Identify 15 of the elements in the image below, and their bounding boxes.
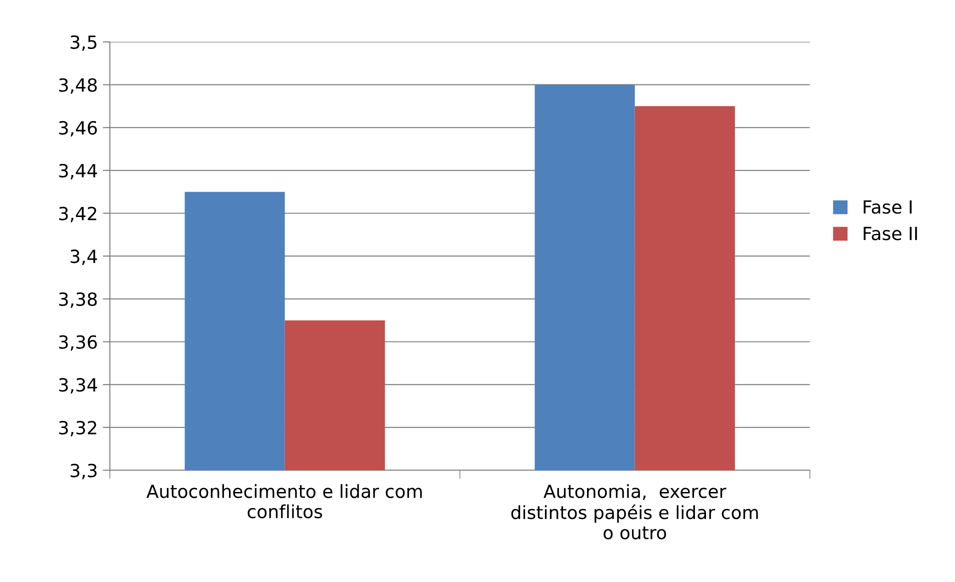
y-tick-label: 3,5 [70,35,96,51]
y-tick-label: 3,3 [70,464,97,480]
y-tick-label: 3,36 [59,335,97,351]
legend-label: Fase I [864,200,912,214]
y-tick-label: 3,34 [59,378,98,394]
y-tick-label: 3,42 [59,206,96,222]
y-tick-label: 3,46 [59,121,97,137]
legend-label: Fase II [864,226,917,240]
y-tick-label: 3,32 [59,420,96,436]
y-tick-label: 3,4 [70,250,98,266]
x-tick-label: Autonomia, exercer distintos papéis e lidar com o outro [511,484,758,540]
y-tick-label: 3,48 [59,78,97,94]
x-tick-label: Autoconhecimento e lidar com conflitos [146,484,422,518]
y-tick-label: 3,38 [59,292,97,308]
y-tick-label: 3,44 [59,164,98,180]
